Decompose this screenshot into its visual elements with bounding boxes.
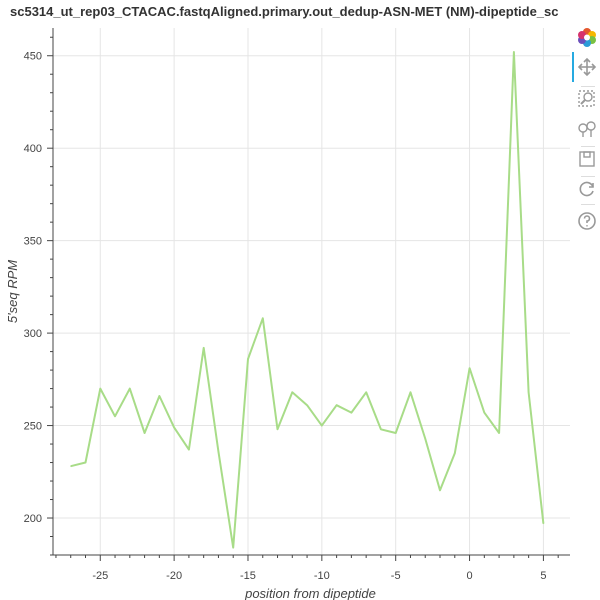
data-point — [291, 391, 293, 393]
x-tick-label: -20 — [166, 570, 182, 582]
data-point — [454, 452, 456, 454]
data-point — [528, 391, 530, 393]
toolbar-separator — [581, 204, 595, 205]
x-tick-label: 5 — [540, 570, 546, 582]
y-tick-label: 400 — [24, 143, 42, 155]
data-point — [409, 391, 411, 393]
data-point — [203, 347, 205, 349]
active-tool-indicator — [572, 52, 574, 82]
y-tick-label: 200 — [24, 513, 42, 525]
data-point — [129, 388, 131, 390]
toolbar-separator — [581, 86, 595, 87]
data-point — [483, 412, 485, 414]
labels: -25 -20 -15 -10 -5 0 5 200 250 300 350 400 450 positi… — [5, 51, 546, 600]
data-point — [99, 388, 101, 390]
box-zoom-icon[interactable] — [576, 88, 600, 112]
x-axis-title: position from dipeptide — [244, 586, 376, 600]
data-point — [277, 428, 279, 430]
toolbar-separator — [581, 176, 595, 177]
data-point — [365, 391, 367, 393]
help-icon[interactable] — [576, 210, 600, 234]
data-point — [542, 523, 544, 525]
x-tick-label: -25 — [92, 570, 108, 582]
pan-icon[interactable] — [576, 56, 600, 80]
data-point — [114, 415, 116, 417]
x-tick-label: -15 — [240, 570, 256, 582]
data-point — [173, 426, 175, 428]
toolbar-separator — [581, 146, 595, 147]
grid — [53, 28, 570, 555]
data-point — [336, 404, 338, 406]
chart-title: sc5314_ut_rep03_CTACAC.fastqAligned.prim… — [10, 4, 559, 19]
y-axis-title: 5'seq RPM — [5, 260, 20, 323]
data-point — [350, 412, 352, 414]
data-point — [321, 425, 323, 427]
axes — [47, 28, 570, 561]
y-tick-label: 450 — [24, 51, 42, 63]
data-point — [439, 489, 441, 491]
data-point — [232, 547, 234, 549]
y-tick-label: 300 — [24, 328, 42, 340]
y-tick-label: 350 — [24, 236, 42, 248]
data-point — [70, 465, 72, 467]
data-point — [513, 51, 515, 53]
wheel-zoom-icon[interactable] — [576, 118, 600, 142]
y-tick-label: 250 — [24, 421, 42, 433]
data-point — [188, 449, 190, 451]
bokeh-logo-icon[interactable] — [576, 26, 600, 50]
reset-icon[interactable] — [576, 178, 600, 202]
data-point — [217, 450, 219, 452]
data-point — [424, 438, 426, 440]
data-point — [498, 432, 500, 434]
data-point — [144, 432, 146, 434]
data-point — [158, 395, 160, 397]
x-tick-label: 0 — [466, 570, 472, 582]
data-point — [395, 432, 397, 434]
data-point — [380, 428, 382, 430]
save-icon[interactable] — [576, 148, 600, 172]
data-point — [84, 462, 86, 464]
x-tick-label: -10 — [314, 570, 330, 582]
data-point — [469, 367, 471, 369]
x-tick-label: -5 — [391, 570, 401, 582]
series-line — [70, 51, 545, 549]
data-point — [247, 358, 249, 360]
data-point — [262, 317, 264, 319]
series — [70, 51, 545, 549]
data-point — [306, 404, 308, 406]
toolbar — [572, 24, 600, 244]
